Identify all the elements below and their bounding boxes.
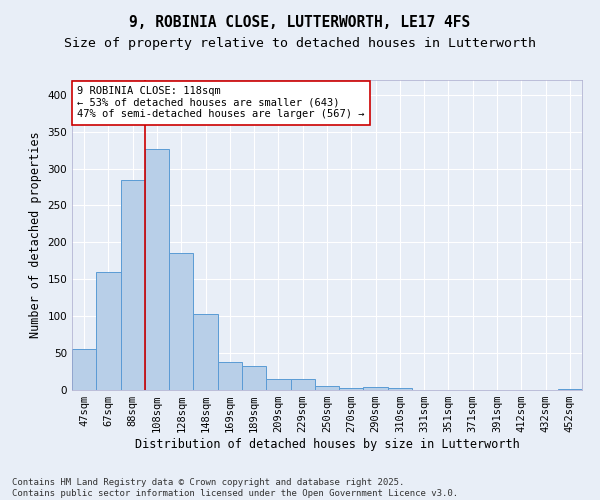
Text: Size of property relative to detached houses in Lutterworth: Size of property relative to detached ho… [64, 38, 536, 51]
Bar [315, 386, 339, 390]
Bar [266, 379, 290, 390]
Bar [96, 272, 121, 390]
Y-axis label: Number of detached properties: Number of detached properties [29, 132, 42, 338]
Bar [290, 379, 315, 390]
Bar [121, 180, 145, 390]
Bar [339, 388, 364, 390]
X-axis label: Distribution of detached houses by size in Lutterworth: Distribution of detached houses by size … [134, 438, 520, 451]
Bar [193, 314, 218, 390]
Bar [72, 350, 96, 390]
Bar [145, 148, 169, 390]
Bar [242, 366, 266, 390]
Bar [388, 388, 412, 390]
Text: Contains HM Land Registry data © Crown copyright and database right 2025.
Contai: Contains HM Land Registry data © Crown c… [12, 478, 458, 498]
Bar [169, 254, 193, 390]
Bar [364, 387, 388, 390]
Text: 9, ROBINIA CLOSE, LUTTERWORTH, LE17 4FS: 9, ROBINIA CLOSE, LUTTERWORTH, LE17 4FS [130, 15, 470, 30]
Bar [218, 362, 242, 390]
Bar [558, 388, 582, 390]
Text: 9 ROBINIA CLOSE: 118sqm
← 53% of detached houses are smaller (643)
47% of semi-d: 9 ROBINIA CLOSE: 118sqm ← 53% of detache… [77, 86, 365, 120]
